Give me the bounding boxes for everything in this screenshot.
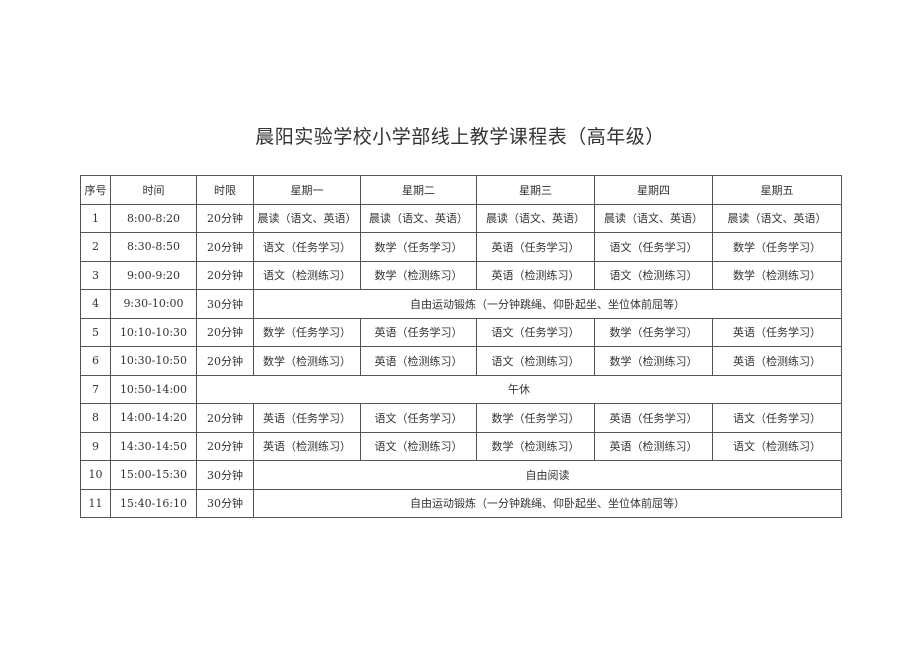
course-cell: 语文（检测练习） — [712, 431, 842, 461]
table-row: 1 8:00-8:20 20分钟 晨读（语文、英语） 晨读（语文、英语） 晨读（语文、英语… — [80, 203, 842, 233]
duration-cell: 20分钟 — [196, 260, 254, 290]
row-number: 9 — [80, 431, 111, 461]
row-number: 10 — [80, 460, 111, 490]
course-cell: 语文（检测练习） — [594, 260, 713, 290]
course-cell: 语文（任务学习） — [253, 232, 361, 262]
activity-cell: 自由阅读 — [253, 460, 842, 490]
table-row: 2 8:30-8:50 20分钟 语文（任务学习） 数学（任务学习） 英语（任务学习） 语文… — [80, 232, 842, 262]
time-cell: 10:10-10:30 — [110, 317, 197, 347]
course-cell: 英语（任务学习） — [360, 317, 477, 347]
schedule-table: 序号 时间 时限 星期一 星期二 星期三 星期四 星期五 1 8:00-8:20 20分钟 晨读（语文… — [80, 175, 842, 518]
course-cell: 晨读（语文、英语） — [253, 203, 361, 233]
course-cell: 晨读（语文、英语） — [594, 203, 713, 233]
duration-cell: 20分钟 — [196, 431, 254, 461]
course-cell: 英语（任务学习） — [476, 232, 595, 262]
course-cell: 数学（任务学习） — [253, 317, 361, 347]
table-row: 3 9:00-9:20 20分钟 语文（检测练习） 数学（检测练习） 英语（检测练习） 语文… — [80, 260, 842, 290]
time-cell: 8:00-8:20 — [110, 203, 197, 233]
course-cell: 英语（检测练习） — [253, 431, 361, 461]
course-cell: 数学（检测练习） — [360, 260, 477, 290]
duration-cell: 20分钟 — [196, 403, 254, 433]
course-cell: 数学（检测练习） — [712, 260, 842, 290]
course-cell: 英语（检测练习） — [476, 260, 595, 290]
course-cell: 英语（检测练习） — [594, 431, 713, 461]
column-header: 序号 — [80, 175, 111, 205]
activity-cell: 午休 — [196, 374, 842, 404]
course-cell: 数学（任务学习） — [594, 317, 713, 347]
row-number: 7 — [80, 374, 111, 404]
course-cell: 数学（检测练习） — [476, 431, 595, 461]
row-number: 2 — [80, 232, 111, 262]
course-cell: 语文（任务学习） — [594, 232, 713, 262]
course-cell: 晨读（语文、英语） — [360, 203, 477, 233]
course-cell: 晨读（语文、英语） — [712, 203, 842, 233]
row-number: 4 — [80, 289, 111, 319]
time-cell: 10:30-10:50 — [110, 346, 197, 376]
duration-cell: 20分钟 — [196, 232, 254, 262]
duration-cell: 30分钟 — [196, 488, 254, 518]
time-cell: 15:40-16:10 — [110, 488, 197, 518]
column-header: 星期五 — [712, 175, 842, 205]
duration-cell: 20分钟 — [196, 317, 254, 347]
time-cell: 14:00-14:20 — [110, 403, 197, 433]
table-row: 6 10:30-10:50 20分钟 数学（检测练习） 英语（检测练习） 语文（检测练习）… — [80, 346, 842, 376]
column-header: 星期二 — [360, 175, 477, 205]
course-cell: 数学（任务学习） — [360, 232, 477, 262]
time-cell: 9:30-10:00 — [110, 289, 197, 319]
table-row: 4 9:30-10:00 30分钟 自由运动锻炼（一分钟跳绳、仰卧起坐、坐位体前屈等） — [80, 289, 842, 319]
course-cell: 英语（任务学习） — [712, 317, 842, 347]
activity-cell: 自由运动锻炼（一分钟跳绳、仰卧起坐、坐位体前屈等） — [253, 488, 842, 518]
table-row: 11 15:40-16:10 30分钟 自由运动锻炼（一分钟跳绳、仰卧起坐、坐位体前屈… — [80, 488, 842, 518]
row-number: 3 — [80, 260, 111, 290]
duration-cell: 20分钟 — [196, 346, 254, 376]
row-number: 8 — [80, 403, 111, 433]
course-cell: 数学（检测练习） — [594, 346, 713, 376]
activity-cell: 自由运动锻炼（一分钟跳绳、仰卧起坐、坐位体前屈等） — [253, 289, 842, 319]
time-cell: 15:00-15:30 — [110, 460, 197, 490]
time-cell: 8:30-8:50 — [110, 232, 197, 262]
course-cell: 晨读（语文、英语） — [476, 203, 595, 233]
course-cell: 语文（检测练习） — [476, 346, 595, 376]
time-cell: 10:50-14:00 — [110, 374, 197, 404]
row-number: 6 — [80, 346, 111, 376]
header-row: 序号 时间 时限 星期一 星期二 星期三 星期四 星期五 — [80, 175, 842, 205]
column-header: 星期四 — [594, 175, 713, 205]
course-cell: 英语（检测练习） — [712, 346, 842, 376]
course-cell: 英语（任务学习） — [594, 403, 713, 433]
course-cell: 语文（检测练习） — [360, 431, 477, 461]
course-cell: 数学（任务学习） — [712, 232, 842, 262]
time-cell: 9:00-9:20 — [110, 260, 197, 290]
course-cell: 数学（任务学习） — [476, 403, 595, 433]
column-header: 星期三 — [476, 175, 595, 205]
table-row: 7 10:50-14:00 午休 — [80, 374, 842, 404]
duration-cell: 20分钟 — [196, 203, 254, 233]
page-title: 晨阳实验学校小学部线上教学课程表（高年级） — [255, 126, 665, 148]
course-cell: 英语（检测练习） — [360, 346, 477, 376]
column-header: 星期一 — [253, 175, 361, 205]
duration-cell: 30分钟 — [196, 460, 254, 490]
time-cell: 14:30-14:50 — [110, 431, 197, 461]
table-row: 8 14:00-14:20 20分钟 英语（任务学习） 语文（任务学习） 数学（任务学习）… — [80, 403, 842, 433]
row-number: 5 — [80, 317, 111, 347]
course-cell: 语文（任务学习） — [476, 317, 595, 347]
table-row: 5 10:10-10:30 20分钟 数学（任务学习） 英语（任务学习） 语文（任务学习）… — [80, 317, 842, 347]
table-row: 9 14:30-14:50 20分钟 英语（检测练习） 语文（检测练习） 数学（检测练习）… — [80, 431, 842, 461]
course-cell: 英语（任务学习） — [253, 403, 361, 433]
table-row: 10 15:00-15:30 30分钟 自由阅读 — [80, 460, 842, 490]
course-cell: 数学（检测练习） — [253, 346, 361, 376]
course-cell: 语文（检测练习） — [253, 260, 361, 290]
duration-cell: 30分钟 — [196, 289, 254, 319]
column-header: 时限 — [196, 175, 254, 205]
column-header: 时间 — [110, 175, 197, 205]
row-number: 1 — [80, 203, 111, 233]
course-cell: 语文（任务学习） — [360, 403, 477, 433]
course-cell: 语文（任务学习） — [712, 403, 842, 433]
row-number: 11 — [80, 488, 111, 518]
